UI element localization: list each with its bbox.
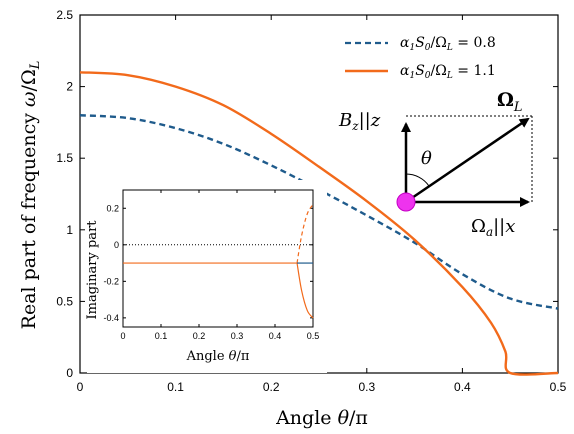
inset-y-tick-label: 0.2 — [106, 203, 119, 213]
omega-a-label: Ωa||x — [471, 216, 515, 239]
y-tick-label: 2 — [66, 80, 73, 94]
legend-label-series-0: α1S0/ΩL = 0.8 — [400, 35, 496, 53]
inset-series-group — [123, 204, 314, 319]
vector-diagram: Bz||z ΩL θ Ωa||x — [338, 89, 533, 239]
legend: α1S0/ΩL = 0.8 α1S0/ΩL = 1.1 — [345, 35, 496, 81]
bz-label: Bz||z — [338, 110, 381, 133]
y-tick-label: 0.5 — [56, 294, 73, 308]
omega-l-arrow — [405, 117, 530, 204]
inset-series-2-line — [296, 262, 314, 319]
inset-x-tick-label: 0.5 — [307, 331, 320, 341]
inset-series-1-line — [296, 204, 314, 264]
inset-x-tick-label: 0 — [120, 331, 125, 341]
inset-plot-frame — [122, 189, 314, 328]
legend-label-series-1: α1S0/ΩL = 1.1 — [400, 63, 496, 81]
series-1-line — [79, 71, 559, 376]
inset-x-tick-label: 0.4 — [269, 331, 282, 341]
y-tick-label: 2.5 — [56, 8, 73, 22]
inset-x-tick-label: 0.1 — [155, 331, 168, 341]
x-tick-label: 0.5 — [550, 380, 567, 394]
inset-axes: 0 0.1 0.2 0.3 0.4 0.5 0.2 0 -0.2 -0.4 — [103, 189, 320, 341]
inset-y-axis-label: Imaginary part — [85, 220, 100, 320]
x-tick-label: 0.4 — [454, 380, 471, 394]
y-tick-label: 1.5 — [56, 151, 73, 165]
y-tick-label: 1 — [66, 223, 73, 237]
y-tick-label: 0 — [66, 366, 73, 380]
x-tick-label: 0.2 — [263, 380, 280, 394]
inset-x-tick-label: 0.3 — [231, 331, 244, 341]
inset-y-tick-label: -0.2 — [103, 276, 119, 286]
y-axis-label: Real part of frequency ω/ΩL — [18, 61, 43, 330]
theta-arc — [405, 173, 430, 187]
x-tick-label: 0 — [77, 380, 84, 394]
spin-particle — [396, 192, 416, 212]
inset-y-tick-label: -0.4 — [103, 313, 119, 323]
x-tick-label: 0.1 — [167, 380, 184, 394]
omega-l-label: ΩL — [497, 89, 523, 115]
inset-y-tick-label: 0 — [114, 240, 119, 250]
inset-x-axis-label: Angle θ/π — [186, 349, 250, 364]
inset-background — [87, 180, 327, 373]
x-tick-label: 0.3 — [358, 380, 375, 394]
theta-label: θ — [421, 148, 432, 169]
inset-x-tick-label: 0.2 — [193, 331, 206, 341]
x-axis-label: Angle θ/π — [275, 407, 368, 429]
